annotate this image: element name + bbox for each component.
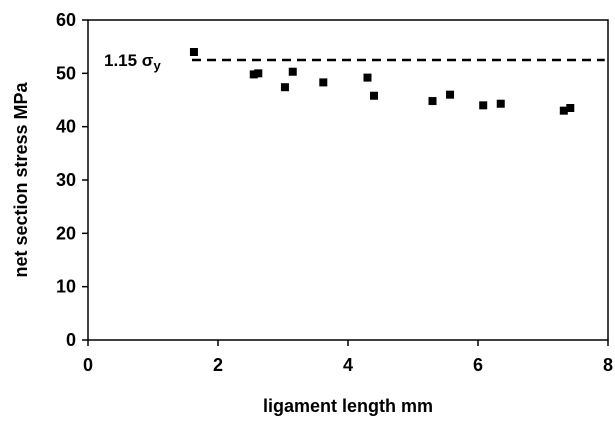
data-point [370, 91, 378, 100]
y-tick-label: 60 [56, 10, 76, 30]
y-tick-label: 0 [66, 330, 76, 350]
x-tick-label: 6 [473, 355, 483, 375]
data-point [363, 73, 372, 82]
y-axis-label: net section stress MPa [11, 81, 31, 277]
x-axis-label: ligament length mm [263, 396, 433, 416]
data-points [189, 48, 575, 115]
x-tick-label: 4 [343, 355, 353, 375]
y-tick-label: 30 [56, 170, 76, 190]
data-point [189, 48, 198, 56]
reference-line-label-main: 1.15 σ [104, 51, 154, 70]
reference-line-label: 1.15 σy [104, 51, 161, 73]
x-tick-label: 0 [83, 355, 93, 375]
data-point [280, 83, 289, 92]
y-axis-ticks: 0 10 20 30 40 50 60 [56, 10, 88, 350]
data-point [446, 90, 455, 99]
data-point [428, 97, 437, 106]
plot-area [87, 19, 609, 341]
data-point [559, 106, 568, 115]
data-point [496, 99, 505, 108]
data-point [319, 78, 328, 87]
data-point [566, 104, 575, 112]
y-tick-label: 50 [56, 63, 76, 83]
data-point [288, 67, 297, 76]
y-tick-label: 40 [56, 117, 76, 137]
reference-line-label-subscript: y [153, 58, 161, 73]
data-point [479, 101, 488, 110]
data-point [254, 69, 263, 78]
y-tick-label: 20 [56, 223, 76, 243]
data-point [249, 70, 258, 79]
y-tick-label: 10 [56, 277, 76, 297]
x-tick-label: 2 [213, 355, 223, 375]
x-axis-ticks: 0 2 4 6 8 [83, 340, 613, 375]
x-tick-label: 8 [603, 355, 613, 375]
